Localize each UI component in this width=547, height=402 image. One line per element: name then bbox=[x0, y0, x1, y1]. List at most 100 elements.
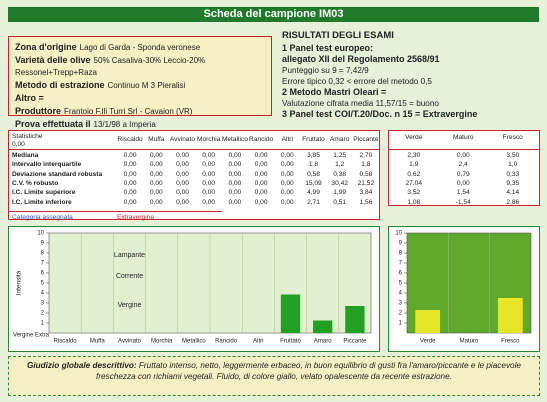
category-label: Categoria assegnata bbox=[12, 213, 73, 221]
table-cell: 0,00 bbox=[280, 179, 294, 187]
table-cell: 0,00 bbox=[254, 170, 268, 178]
row-label: Mediana bbox=[12, 152, 39, 159]
table-cell: 0,00 bbox=[149, 152, 163, 159]
table-cell: 0,00 bbox=[228, 152, 242, 159]
table-cell: 0,00 bbox=[123, 152, 137, 159]
y-tick-label: 10 bbox=[37, 231, 44, 237]
table-cell: 3,50 bbox=[506, 152, 520, 159]
bottom-label: Vergine Extra bbox=[13, 333, 50, 339]
table-cell: 3,84 bbox=[359, 189, 373, 197]
table-cell: 0,00 bbox=[280, 170, 294, 178]
info-line: Altro = bbox=[15, 92, 265, 105]
section-line: Errore tipico 0,32 < errore del metodo 0… bbox=[282, 77, 432, 86]
table-cell: 4,99 bbox=[307, 189, 320, 197]
column-header: Altri bbox=[281, 136, 293, 143]
table-cell: 1,9 bbox=[409, 161, 419, 169]
bar bbox=[280, 294, 301, 333]
table-cell: 0,00 bbox=[456, 179, 470, 187]
section-heading: 2 Metodo Mastri Oleari = bbox=[282, 87, 387, 97]
x-tick-label: Piccante bbox=[343, 339, 367, 345]
x-tick-label: Rancido bbox=[215, 339, 238, 345]
y-tick-label: 6 bbox=[399, 271, 403, 277]
table-cell: -1,54 bbox=[455, 198, 471, 206]
info-line: Zona d'origine Lago di Garda - Sponda ver… bbox=[15, 41, 265, 54]
info-line: Produttore Frantoio F.lli Turri Srl - Cav… bbox=[15, 105, 265, 118]
bar bbox=[313, 320, 333, 333]
colour-table: Verde Maturo Fresco 2,30 0,00 3,50 1,9 2,4 1,0 0,… bbox=[388, 130, 540, 206]
table-cell: 0,00 bbox=[202, 161, 216, 169]
info-value: 50% Casaliva-30% Leccio-20% Ressonel+Tre… bbox=[15, 56, 206, 77]
table-cell: 0,00 bbox=[149, 189, 163, 197]
table-cell: 1,8 bbox=[308, 161, 319, 169]
y-tick-label: 1 bbox=[41, 321, 45, 327]
x-tick-label: Metallico bbox=[182, 339, 206, 345]
table-cell: 0,00 bbox=[123, 189, 137, 197]
column-header: Morchia bbox=[196, 136, 221, 143]
table-cell: 0,00 bbox=[202, 179, 216, 187]
table-cell: 0,00 bbox=[202, 170, 216, 178]
table-cell: 0,00 bbox=[202, 152, 216, 159]
table-cell: 1,25 bbox=[333, 152, 347, 159]
table-cell: 0,38 bbox=[333, 170, 347, 178]
table-cell: 0,00 bbox=[280, 198, 294, 206]
y-tick-label: 7 bbox=[41, 261, 45, 267]
info-line: Metodo di estrazione Continuo M 3 Pierali… bbox=[15, 79, 265, 92]
table-cell: 2,4 bbox=[458, 161, 468, 169]
table-cell: 0,00 bbox=[123, 161, 137, 169]
table-cell: 2,71 bbox=[307, 198, 320, 206]
chart-panel: 1 2 3 4 5 6 7 8 9 10 Verde Maturo Fresco bbox=[388, 226, 540, 352]
table-cell: 0,00 bbox=[254, 179, 268, 187]
column-header: Amaro bbox=[329, 136, 350, 143]
stats-table: Statistiche 0,00 Riscaldo Muffa Avvinato Morc… bbox=[8, 130, 380, 221]
table-cell: 0,00 bbox=[176, 179, 189, 187]
y-tick-label: 2 bbox=[41, 311, 45, 317]
column-header: Piccante bbox=[353, 136, 379, 143]
table-cell: 0,00 bbox=[280, 152, 294, 159]
footer-label: Giudizio globale descrittivo: bbox=[27, 361, 137, 370]
divider bbox=[389, 149, 539, 150]
info-label: Zona d'origine bbox=[15, 42, 77, 52]
table-cell: 0,00 bbox=[254, 198, 268, 206]
section-subheading: allegato XII del Regolamento 2568/91 bbox=[282, 54, 440, 64]
table-cell: 0,00 bbox=[176, 189, 189, 197]
table-cell: 2,86 bbox=[506, 198, 520, 206]
x-tick-label: Altri bbox=[253, 339, 263, 345]
table-cell: 0,58 bbox=[307, 170, 320, 178]
column-header: Avvinato bbox=[169, 136, 196, 143]
bar bbox=[497, 298, 523, 333]
info-label: Altro = bbox=[15, 93, 44, 103]
column-header: Riscaldo bbox=[117, 136, 143, 143]
table-cell: 0,00 bbox=[149, 198, 163, 206]
x-tick-label: Avvinato bbox=[118, 339, 142, 345]
table-cell: 0,00 bbox=[280, 189, 294, 197]
row-label: I.C. Limite inferiore bbox=[12, 198, 72, 206]
table-cell: 0,00 bbox=[228, 161, 242, 169]
table-cell: 0,33 bbox=[506, 170, 520, 178]
table-cell: 0,00 bbox=[123, 179, 137, 187]
zone-label: Vergine bbox=[118, 302, 142, 309]
y-tick-label: 10 bbox=[395, 231, 402, 237]
info-label: Metodo di estrazione bbox=[15, 80, 105, 90]
section-line: Punteggio su 9 = 7,42/9 bbox=[282, 66, 369, 75]
section-heading: 3 Panel test COI/T.20/Doc. n 15 = Extrav… bbox=[282, 109, 478, 119]
column-header: Fruttato bbox=[302, 136, 325, 143]
table-cell: 0,58 bbox=[359, 170, 373, 178]
x-tick-label: Muffa bbox=[90, 339, 106, 345]
info-line: Prova effettuata il 13/1/98 a Imperia bbox=[15, 118, 265, 131]
y-tick-label: 3 bbox=[41, 301, 45, 307]
x-tick-label: Maturo bbox=[460, 339, 479, 345]
y-tick-label: 8 bbox=[399, 251, 403, 257]
table-cell: 0,00 bbox=[456, 152, 470, 159]
y-tick-label: 2 bbox=[399, 311, 403, 317]
table-cell: 0,00 bbox=[149, 170, 163, 178]
table-cell: 0,00 bbox=[176, 152, 189, 159]
table-cell: 0,00 bbox=[202, 198, 216, 206]
table-cell: 0,00 bbox=[176, 198, 189, 206]
table-cell: 0,79 bbox=[456, 170, 470, 178]
row-label: I.C. Limite superiore bbox=[12, 189, 76, 197]
y-tick-label: 1 bbox=[399, 321, 403, 327]
sample-info: Zona d'origine Lago di Garda - Sponda ver… bbox=[8, 36, 272, 129]
table-cell: 27,04 bbox=[405, 179, 422, 187]
table-cell: 0,00 bbox=[228, 198, 242, 206]
